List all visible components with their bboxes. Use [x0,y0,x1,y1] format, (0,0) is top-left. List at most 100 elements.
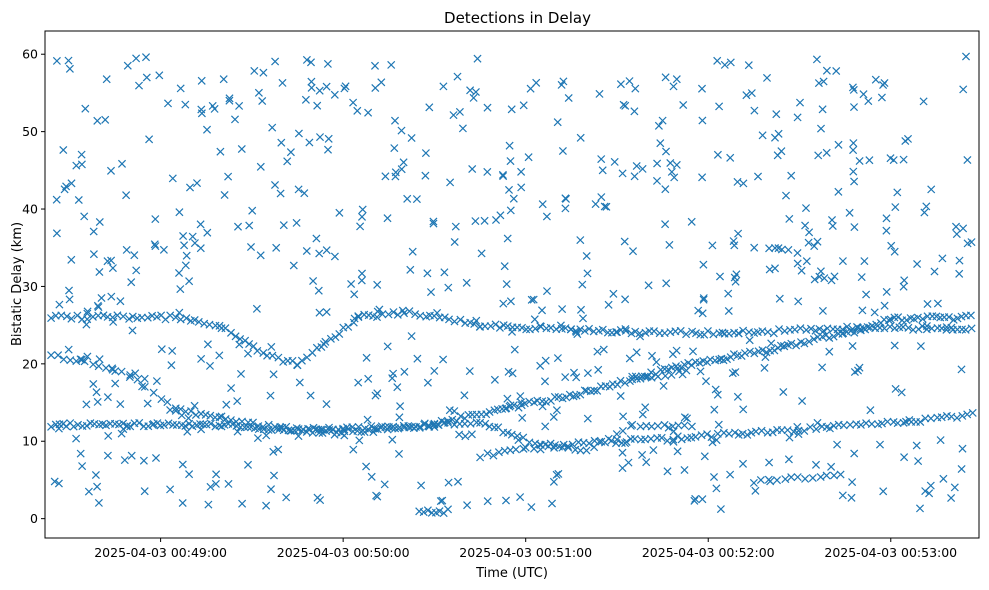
data-point-1372 [891,203,900,212]
data-point-656 [628,372,637,381]
data-point-828 [576,305,586,314]
data-point-1293 [561,194,570,203]
data-point-1057 [744,61,753,70]
data-point-563 [783,426,792,435]
data-point-395 [763,327,772,337]
data-point-1188 [130,251,139,260]
data-point-1152 [120,456,129,465]
data-point-849 [243,460,253,469]
data-point-558 [757,426,766,435]
data-point-250 [99,311,108,320]
data-point-456 [259,422,268,431]
data-point-788 [93,116,102,125]
data-point-1124 [848,478,857,487]
data-point-675 [756,475,765,485]
data-point-1116 [604,300,613,309]
data-point-737 [758,131,767,140]
data-point-1186 [724,306,733,316]
data-point-1179 [514,436,523,445]
data-point-1134 [561,373,570,382]
data-point-1285 [276,189,285,198]
data-point-695 [108,264,117,273]
data-point-926 [55,300,64,309]
data-point-1101 [726,153,735,162]
data-point-492 [434,421,443,430]
data-point-480 [377,422,386,431]
data-point-184 [750,349,759,358]
data-point-643 [612,430,621,439]
data-point-301 [335,329,344,339]
data-point-1218 [559,77,568,86]
data-point-734 [696,367,705,376]
data-point-1211 [712,484,721,493]
data-point-1085 [530,315,539,324]
data-point-1004 [316,425,326,434]
y-tick-label-3: 30 [22,279,38,294]
data-point-477 [360,424,370,433]
data-point-593 [937,413,946,422]
data-point-420 [885,322,895,331]
data-point-564 [789,427,798,436]
data-point-1006 [143,399,152,408]
data-point-9 [82,421,91,430]
data-point-195 [787,339,796,348]
data-point-182 [740,349,750,358]
data-point-746 [178,460,187,469]
data-point-826 [243,349,253,358]
data-point-1355 [111,379,120,388]
data-point-806 [959,85,968,94]
data-point-863 [751,486,760,495]
data-point-864 [558,305,567,314]
data-point-1281 [77,150,86,159]
data-point-980 [602,202,611,211]
data-point-1051 [425,103,434,112]
data-point-1337 [219,75,228,84]
data-point-887 [631,84,640,93]
data-point-602 [59,355,68,364]
data-point-812 [518,413,527,422]
data-point-962 [349,98,358,107]
data-point-1170 [556,321,565,330]
data-point-1110 [903,134,913,143]
x-tick-label-2: 2025-04-03 00:51:00 [459,545,592,560]
data-point-560 [768,428,777,437]
data-point-878 [625,354,634,363]
data-point-1311 [858,306,867,315]
data-point-1036 [192,179,202,188]
data-point-1033 [890,247,899,256]
data-point-694 [784,245,793,254]
data-point-0 [47,422,56,431]
data-point-785 [468,164,477,174]
data-point-972 [295,378,304,387]
data-point-1091 [850,449,859,458]
data-point-1274 [323,145,333,154]
data-point-1067 [341,82,350,91]
data-point-1167 [680,413,689,422]
data-point-1223 [163,99,173,108]
data-point-859 [652,176,662,185]
data-point-1010 [814,79,823,88]
data-point-616 [149,388,158,397]
data-point-1040 [421,149,430,158]
data-point-811 [505,141,514,150]
plot-frame [44,30,980,539]
data-point-1032 [294,432,303,441]
data-point-892 [190,239,199,248]
data-point-758 [480,216,489,225]
data-point-540 [669,435,678,444]
data-point-905 [101,115,110,124]
data-point-325 [444,315,454,324]
data-point-944 [330,430,339,439]
data-point-1 [51,420,60,429]
data-point-601 [54,351,63,360]
data-point-748 [714,420,723,429]
data-point-105 [448,415,457,424]
data-point-623 [483,449,492,458]
data-point-1149 [897,388,906,397]
data-point-847 [355,436,364,445]
data-point-765 [76,449,85,458]
y-axis-label: Bistatic Delay (km) [10,222,25,346]
data-point-810 [879,80,888,90]
data-point-607 [89,360,98,369]
data-point-499 [472,418,481,427]
